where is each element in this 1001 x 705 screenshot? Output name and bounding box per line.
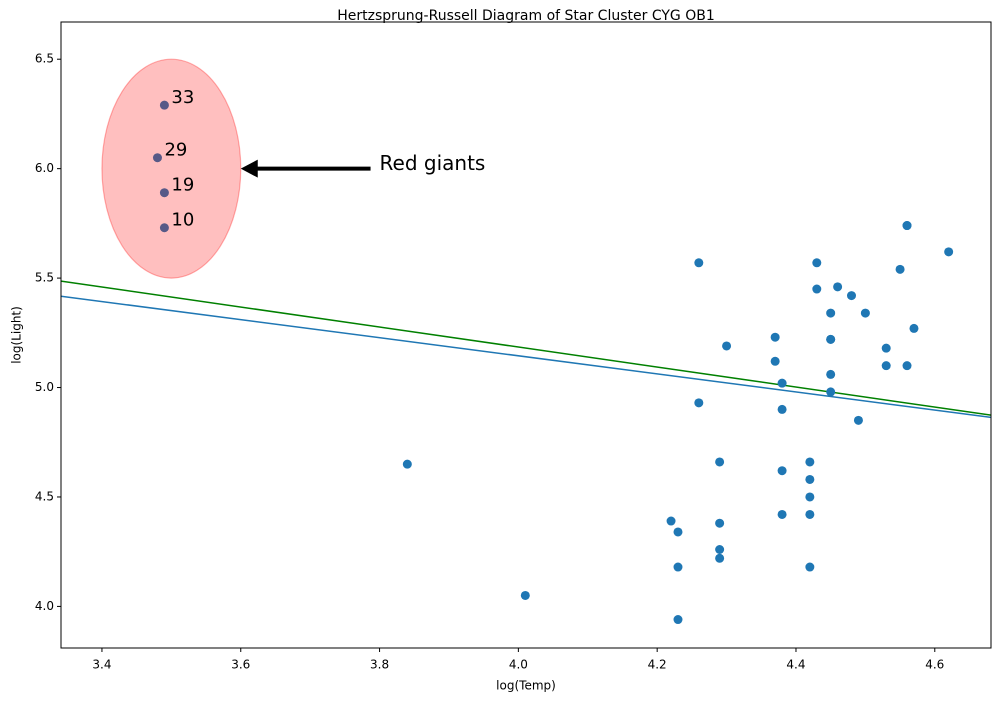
data-point — [715, 457, 725, 467]
x-tick-label: 4.2 — [648, 658, 667, 672]
data-point — [777, 378, 787, 388]
data-point — [715, 553, 725, 563]
data-point — [881, 343, 891, 353]
data-point — [777, 509, 787, 519]
x-tick-label: 3.4 — [92, 658, 111, 672]
data-point — [666, 516, 676, 526]
point-label: 29 — [164, 140, 187, 161]
arrow-head-icon — [240, 159, 258, 178]
data-point — [722, 341, 732, 351]
data-point — [826, 369, 836, 379]
x-tick-label: 4.0 — [509, 658, 528, 672]
data-point — [715, 518, 725, 528]
data-point — [826, 334, 836, 344]
y-tick-label: 4.5 — [35, 489, 54, 503]
x-axis-label: log(Temp) — [496, 679, 556, 693]
y-tick-label: 5.5 — [35, 271, 54, 285]
y-tick-label: 6.5 — [35, 52, 54, 66]
point-label: 19 — [171, 175, 194, 196]
data-point — [520, 590, 530, 600]
data-point — [826, 387, 836, 397]
regression-line-1 — [61, 295, 991, 419]
data-point — [944, 247, 954, 257]
data-point — [673, 615, 683, 625]
data-point — [402, 459, 412, 469]
x-tick-label: 3.6 — [231, 658, 250, 672]
data-point — [805, 457, 815, 467]
data-point — [902, 221, 912, 231]
chart-title: Hertzsprung-Russell Diagram of Star Clus… — [337, 8, 714, 24]
x-tick-label: 3.8 — [370, 658, 389, 672]
point-label: 10 — [171, 210, 194, 231]
data-point — [909, 323, 919, 333]
data-point — [805, 492, 815, 502]
data-point — [805, 562, 815, 572]
plot-inner: 33 29 19 10 Red giants — [61, 58, 991, 625]
data-point — [805, 509, 815, 519]
data-point — [777, 404, 787, 414]
data-point — [770, 356, 780, 366]
data-point — [715, 545, 725, 555]
data-point — [895, 264, 905, 274]
y-tick-label: 4.0 — [35, 599, 54, 613]
y-tick-label: 5.0 — [35, 380, 54, 394]
data-point — [673, 562, 683, 572]
data-point — [812, 284, 822, 294]
plot-frame — [60, 21, 992, 649]
y-tick-label: 6.0 — [35, 161, 54, 175]
data-point — [694, 258, 704, 268]
data-point — [159, 223, 169, 233]
plot-area: 33 29 19 10 Red giants 3.4 3.6 3.8 4.0 4.2 4.4 4.6 4… — [35, 21, 992, 672]
data-point — [826, 308, 836, 318]
data-point — [152, 153, 162, 163]
regression-line-2 — [61, 280, 991, 416]
point-label: 33 — [171, 87, 194, 108]
data-point — [159, 188, 169, 198]
data-point — [812, 258, 822, 268]
annotation-text: Red giants — [380, 151, 486, 175]
data-point — [902, 361, 912, 371]
data-point — [853, 415, 863, 425]
data-point — [159, 100, 169, 110]
data-point — [860, 308, 870, 318]
data-point — [673, 527, 683, 537]
x-tick-label: 4.4 — [786, 658, 805, 672]
data-point — [805, 474, 815, 484]
data-point — [770, 332, 780, 342]
y-axis-label: log(Light) — [10, 306, 24, 364]
data-point — [847, 291, 856, 301]
x-tick-label: 4.6 — [925, 658, 944, 672]
data-point — [694, 398, 704, 408]
data-point — [881, 361, 891, 371]
data-point — [833, 282, 843, 292]
data-point — [777, 466, 787, 476]
